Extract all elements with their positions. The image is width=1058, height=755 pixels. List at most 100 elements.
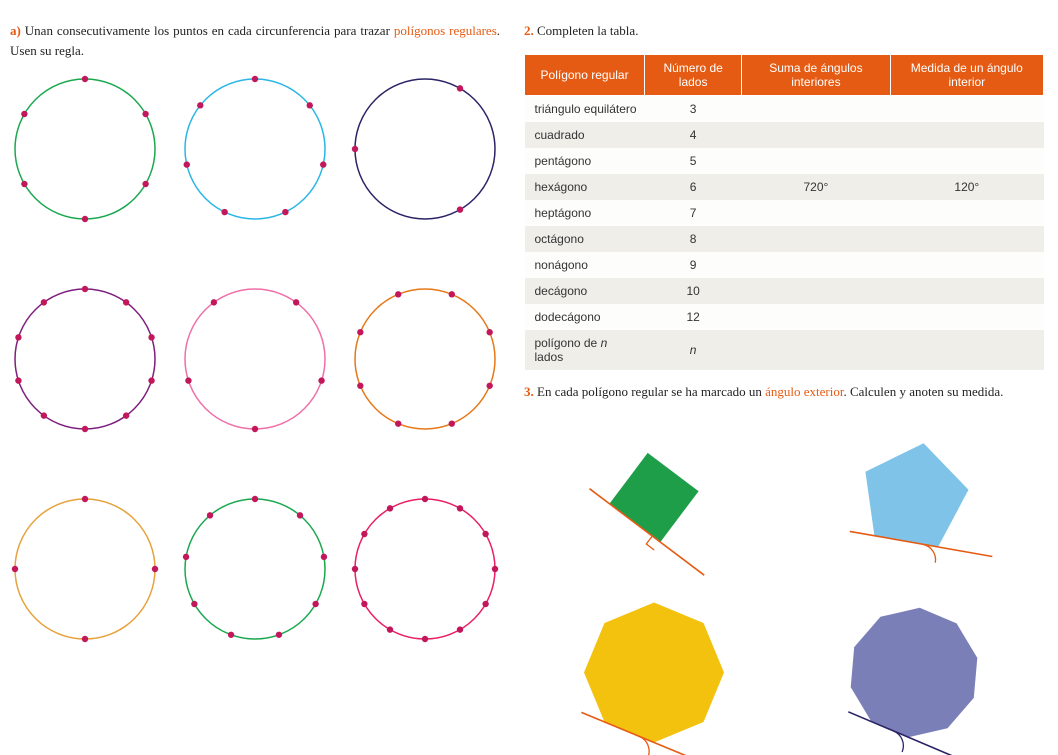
- vertex-dot: [361, 601, 367, 607]
- cell-sides: 5: [645, 148, 742, 174]
- vertex-dot: [457, 206, 463, 212]
- vertex-dot: [197, 102, 203, 108]
- vertex-dot: [357, 383, 363, 389]
- circle-cell: [350, 284, 500, 434]
- vertex-dot: [152, 566, 158, 572]
- circle-cell: [10, 494, 160, 644]
- cell-sides: 3: [645, 95, 742, 122]
- cell-sum: [742, 122, 890, 148]
- vertex-dot: [486, 383, 492, 389]
- shape-cell: [799, 590, 1029, 755]
- vertex-dot: [207, 512, 213, 518]
- vertex-dot: [457, 505, 463, 511]
- vertex-dot: [312, 601, 318, 607]
- table-row: octágono8: [525, 226, 1044, 252]
- cell-interior: [890, 148, 1043, 174]
- vertex-dot: [395, 420, 401, 426]
- table-row: decágono10: [525, 278, 1044, 304]
- q2-text: Completen la tabla.: [537, 23, 638, 38]
- vertex-dot: [449, 420, 455, 426]
- vertex-dot: [276, 632, 282, 638]
- vertex-dot: [123, 412, 129, 418]
- cell-sides: 9: [645, 252, 742, 278]
- cell-interior: [890, 122, 1043, 148]
- circle-outline: [15, 289, 155, 429]
- vertex-dot: [15, 334, 21, 340]
- cell-sum: [742, 252, 890, 278]
- vertex-dot: [457, 85, 463, 91]
- th-sum: Suma de ángulos interiores: [742, 54, 890, 95]
- circle-cell: [350, 74, 500, 224]
- vertex-dot: [191, 601, 197, 607]
- vertex-dot: [352, 146, 358, 152]
- vertex-dot: [82, 216, 88, 222]
- vertex-dot: [252, 496, 258, 502]
- circle-outline: [15, 79, 155, 219]
- shape-cell: [799, 415, 1029, 580]
- circle-cell: [180, 494, 330, 644]
- vertex-dot: [321, 554, 327, 560]
- polygon-table-head: Polígono regular Número de lados Suma de…: [525, 54, 1044, 95]
- cell-polygon: triángulo equilátero: [525, 95, 645, 122]
- table-row: hexágono6720°120°: [525, 174, 1044, 200]
- table-row: heptágono7: [525, 200, 1044, 226]
- cell-sides: n: [645, 330, 742, 370]
- cell-polygon: polígono de n lados: [525, 330, 645, 370]
- cell-sides: 12: [645, 304, 742, 330]
- q3-before: En cada polígono regular se ha marcado u…: [537, 384, 765, 399]
- circle-svg: [180, 74, 330, 224]
- vertex-dot: [82, 286, 88, 292]
- vertex-dot: [297, 512, 303, 518]
- cell-polygon: cuadrado: [525, 122, 645, 148]
- vertex-dot: [148, 334, 154, 340]
- table-row: nonágono9: [525, 252, 1044, 278]
- circle-svg: [180, 494, 330, 644]
- polygon-shape: [609, 453, 698, 542]
- vertex-dot: [352, 566, 358, 572]
- circle-outline: [185, 499, 325, 639]
- vertex-dot: [482, 531, 488, 537]
- circle-outline: [185, 289, 325, 429]
- cell-interior: [890, 200, 1043, 226]
- instr-keyterm: polígonos regulares: [394, 23, 497, 38]
- q2-number: 2.: [524, 23, 534, 38]
- cell-sum: [742, 278, 890, 304]
- cell-sides: 4: [645, 122, 742, 148]
- cell-sum: [742, 200, 890, 226]
- vertex-dot: [123, 299, 129, 305]
- polygon-shape: [865, 443, 968, 547]
- shape-svg: [539, 590, 769, 755]
- circle-svg: [10, 74, 160, 224]
- vertex-dot: [82, 76, 88, 82]
- shape-svg: [539, 415, 769, 580]
- vertex-dot: [422, 496, 428, 502]
- table-row: triángulo equilátero3: [525, 95, 1044, 122]
- circle-svg: [10, 284, 160, 434]
- cell-interior: [890, 95, 1043, 122]
- vertex-dot: [12, 566, 18, 572]
- circle-svg: [350, 74, 500, 224]
- th-interior: Medida de un ángulo interior: [890, 54, 1043, 95]
- vertex-dot: [184, 161, 190, 167]
- cell-sum: [742, 226, 890, 252]
- angle-marker: [922, 544, 935, 563]
- vertex-dot: [422, 636, 428, 642]
- polygon-shape: [851, 608, 978, 738]
- question-2: 2. Completen la tabla.: [524, 21, 1044, 41]
- vertex-dot: [320, 161, 326, 167]
- vertex-dot: [486, 329, 492, 335]
- circle-svg: [180, 284, 330, 434]
- vertex-dot: [221, 209, 227, 215]
- cell-polygon: pentágono: [525, 148, 645, 174]
- circle-svg: [10, 494, 160, 644]
- polygon-table-body: triángulo equilátero3cuadrado4pentágono5…: [525, 95, 1044, 370]
- cell-interior: [890, 278, 1043, 304]
- q3-after: . Calculen y anoten su medida.: [843, 384, 1003, 399]
- cell-sum: 720°: [742, 174, 890, 200]
- polygon-table: Polígono regular Número de lados Suma de…: [524, 54, 1044, 370]
- circles-grid: [10, 74, 500, 644]
- cell-interior: [890, 304, 1043, 330]
- cell-sides: 7: [645, 200, 742, 226]
- cell-polygon: octágono: [525, 226, 645, 252]
- th-sides: Número de lados: [645, 54, 742, 95]
